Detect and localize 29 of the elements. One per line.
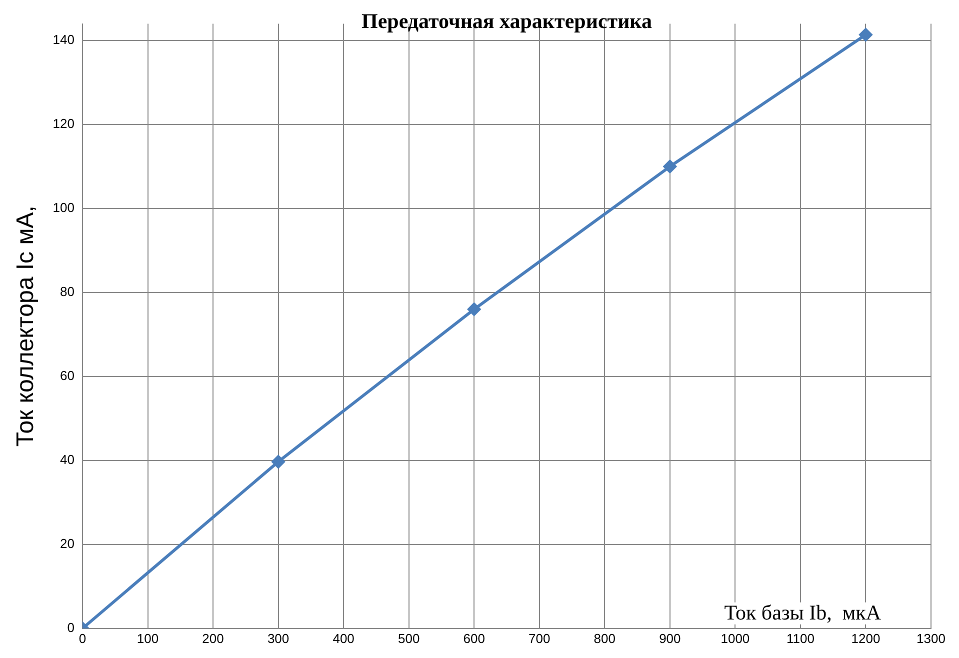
y-tick-label: 60	[60, 368, 74, 384]
x-tick-label: 700	[528, 630, 550, 646]
point	[272, 455, 285, 468]
point	[859, 28, 872, 42]
x-tick-label: 1000	[720, 630, 750, 646]
x-tick-label: 800	[594, 630, 616, 646]
y-tick-label: 140	[52, 32, 74, 48]
point	[468, 302, 481, 316]
y-tick-label: 120	[52, 116, 74, 132]
x-tick-label: 1200	[851, 630, 880, 646]
x-tick-label: 400	[332, 630, 354, 646]
x-tick-label: 200	[202, 630, 224, 646]
x-tick-label: 600	[463, 630, 485, 646]
x-tick-label: 900	[659, 630, 681, 646]
x-tick-label: 300	[267, 630, 290, 646]
y-axis-title: Ток коллектора Ic мА,	[12, 206, 40, 447]
y-tick-label: 100	[52, 200, 74, 216]
x-tick-label: 1300	[916, 630, 946, 646]
point	[663, 160, 676, 174]
x-tick-label: 1100	[786, 630, 814, 646]
y-tick-label: 0	[67, 620, 74, 635]
y-tick-label: 80	[60, 284, 74, 300]
x-tick-label: 0	[78, 630, 86, 646]
x-tick-label: 500	[398, 630, 420, 646]
y-tick-label: 20	[60, 536, 74, 552]
x-tick-label: 100	[136, 630, 159, 646]
y-tick-label: 40	[60, 452, 74, 468]
x-axis-title: Ток базы Ib, мкА	[724, 600, 882, 624]
chart-title: Передаточная характеристика	[362, 8, 652, 33]
